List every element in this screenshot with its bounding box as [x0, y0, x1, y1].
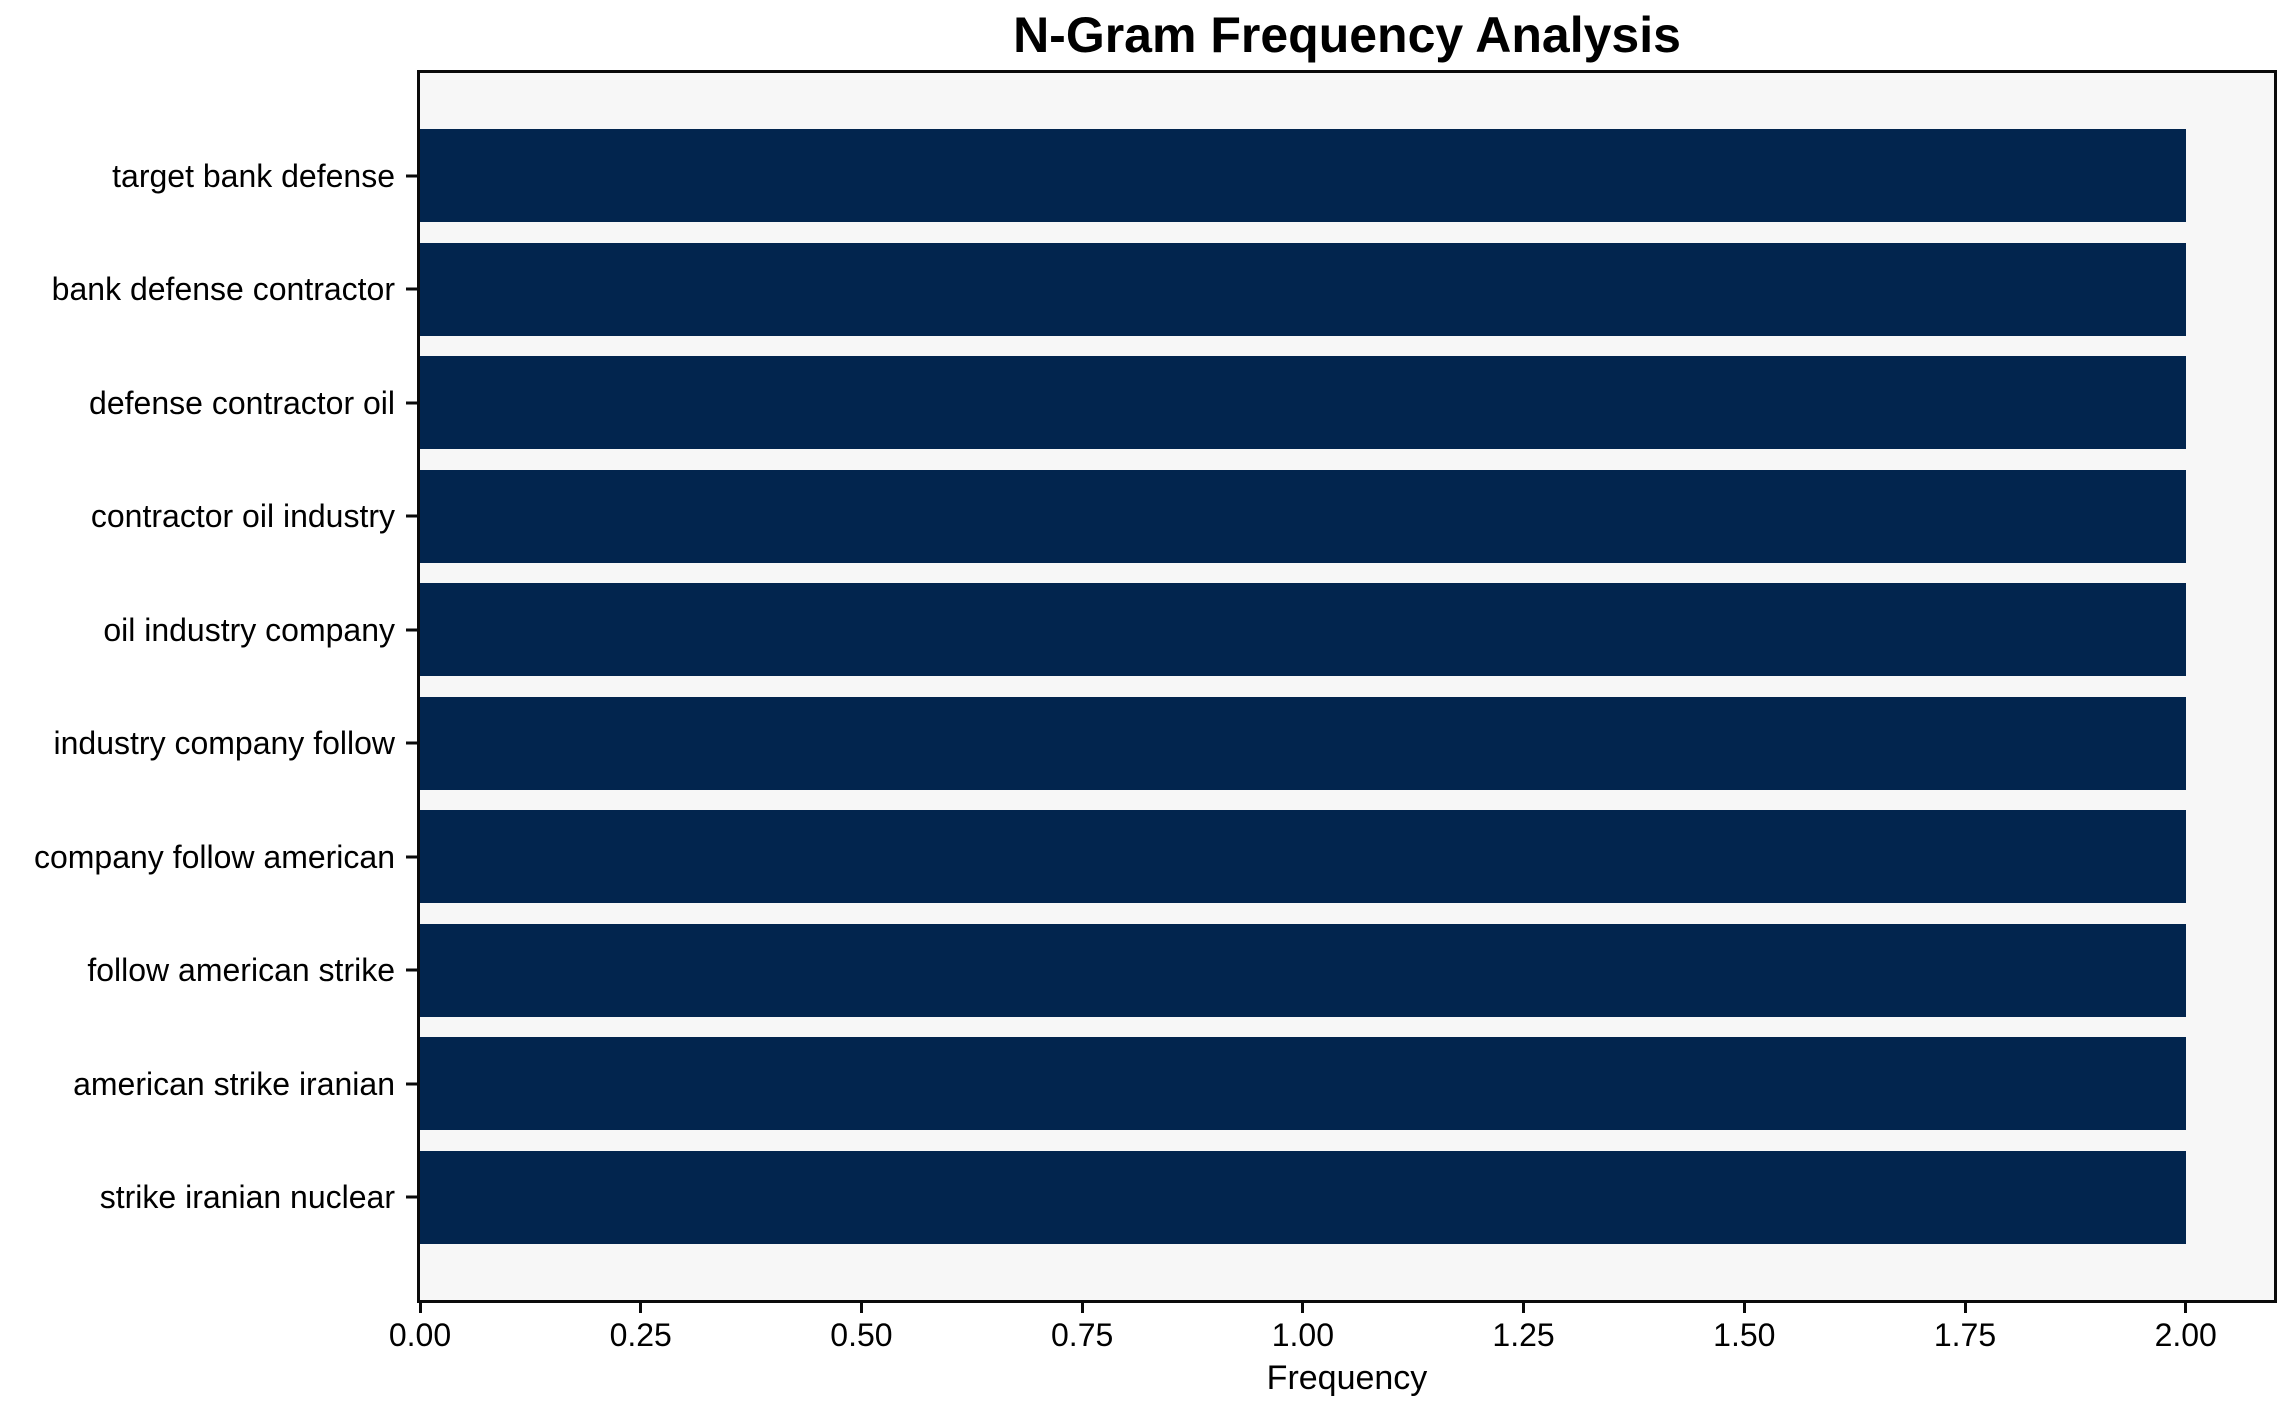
- x-tick-label: 0.25: [609, 1317, 672, 1353]
- x-tick-mark: [859, 1303, 863, 1313]
- x-tick-mark: [2184, 1303, 2188, 1313]
- x-tick-label: 2.00: [2154, 1317, 2217, 1353]
- bars-container: target bank defense bank defense contract…: [34, 73, 2274, 1300]
- bar: [420, 356, 2186, 450]
- y-tick-mark: [406, 628, 417, 632]
- x-tick-mark: [1522, 1303, 1526, 1313]
- x-tick-mark: [639, 1303, 643, 1313]
- y-tick-label: company follow american: [33, 838, 395, 875]
- x-tick-mark: [1963, 1303, 1967, 1313]
- bar-row: company follow american: [34, 810, 2274, 904]
- bar: [420, 469, 2186, 563]
- x-tick-label: 1.00: [1271, 1317, 1334, 1353]
- x-tick-label: 0.75: [1051, 1317, 1114, 1353]
- bar: [420, 810, 2186, 904]
- bar: [420, 923, 2186, 1017]
- x-tick-label: 0.00: [388, 1317, 452, 1353]
- y-tick-label: american strike iranian: [73, 1065, 395, 1102]
- bar: [420, 1037, 2186, 1131]
- y-tick-label: bank defense contractor: [51, 271, 395, 308]
- bar: [420, 696, 2186, 790]
- bar-row: target bank defense: [112, 129, 2274, 222]
- y-tick-mark: [406, 741, 417, 745]
- y-tick-label: industry company follow: [53, 725, 395, 762]
- y-tick-mark: [406, 968, 417, 972]
- bar: [420, 583, 2186, 677]
- y-tick-mark: [406, 1195, 417, 1199]
- x-axis-label: Frequency: [1266, 1359, 1428, 1397]
- y-tick-mark: [406, 514, 417, 518]
- bar-row: contractor oil industry: [91, 469, 2274, 563]
- bar: [420, 1150, 2186, 1244]
- x-tick-mark: [1301, 1303, 1305, 1313]
- y-tick-mark: [406, 174, 417, 177]
- y-tick-label: follow american strike: [87, 952, 395, 989]
- bar: [420, 129, 2186, 222]
- x-tick-label: 1.50: [1713, 1317, 1776, 1353]
- y-tick-mark: [406, 287, 417, 291]
- x-tick-mark: [1080, 1303, 1084, 1313]
- x-tick-mark: [418, 1303, 422, 1313]
- bar-row: american strike iranian: [73, 1037, 2274, 1131]
- bar-row: defense contractor oil: [89, 356, 2274, 450]
- bar-row: follow american strike: [87, 923, 2274, 1017]
- y-tick-label: defense contractor oil: [89, 384, 395, 421]
- y-tick-label: strike iranian nuclear: [99, 1179, 395, 1216]
- y-tick-label: oil industry company: [103, 611, 395, 648]
- bar-row: strike iranian nuclear: [100, 1150, 2274, 1244]
- x-tick-mark: [1742, 1303, 1746, 1313]
- bar: [420, 242, 2186, 336]
- x-tick-label: 1.25: [1492, 1317, 1555, 1353]
- y-tick-mark: [406, 1082, 417, 1086]
- x-tick-label: 0.50: [830, 1317, 893, 1353]
- bar-row: industry company follow: [54, 696, 2274, 790]
- plot-area: target bank defense bank defense contract…: [34, 70, 2277, 1351]
- y-tick-label: contractor oil industry: [90, 498, 395, 535]
- y-tick-mark: [406, 401, 417, 405]
- x-tick-label: 1.75: [1933, 1317, 1997, 1353]
- chart-title: N-Gram Frequency Analysis: [1013, 7, 1681, 63]
- y-tick-label: target bank defense: [112, 157, 395, 194]
- bar-row: oil industry company: [103, 583, 2274, 677]
- bar-row: bank defense contractor: [52, 242, 2274, 336]
- y-tick-mark: [406, 855, 417, 859]
